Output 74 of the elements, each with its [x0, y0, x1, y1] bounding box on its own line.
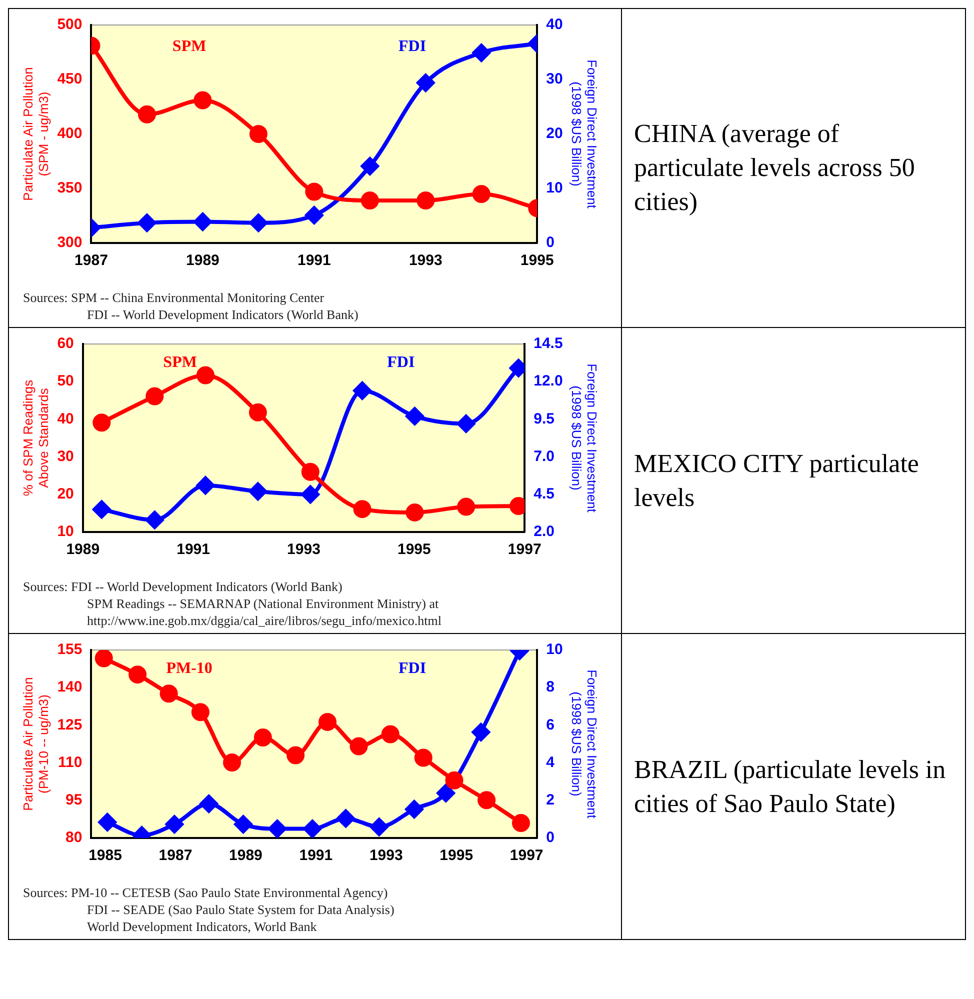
y2-tick-label: 12.0 [534, 372, 563, 390]
text: CHINA (average of particulate levels across 50 cities) [634, 118, 916, 218]
y-tick-label: 450 [57, 70, 82, 88]
y2-tick-label: 10 [546, 641, 563, 658]
y-tick-label: 50 [57, 372, 74, 390]
text: FDI [398, 660, 426, 677]
y-axis-title: % of SPM Readings Above Standards [20, 379, 51, 496]
text: BRAZIL (particulate levels in cities of Sao Paulo State) [634, 754, 947, 820]
x-tick-label: 1993 [287, 541, 320, 558]
source-note: Sources: SPM -- China Environmental Monitoring Center [22, 289, 326, 306]
x-tick-label: 1987 [74, 252, 108, 270]
y2-tick-label: 0 [546, 234, 554, 252]
y2-axis-title: Foreign Direct Investment (1998 $US Billion) [569, 364, 600, 513]
series-label: SPM [163, 354, 197, 371]
text: SPM [172, 38, 206, 55]
y-tick-label: 125 [57, 716, 82, 734]
source-note: Sources: PM-10 -- CETESB (Sao Paulo State Environmental Agency) [22, 884, 389, 901]
x-tick-label: 1991 [299, 847, 333, 864]
y2-tick-label: 2.0 [534, 523, 554, 540]
y-tick-label: 60 [57, 335, 74, 352]
y2-tick-label: 40 [546, 16, 563, 34]
y2-tick-label: 6 [546, 716, 554, 734]
y-tick-label: 155 [57, 641, 82, 658]
y-tick-label: 10 [57, 523, 74, 540]
y2-tick-label: 0 [546, 829, 554, 846]
series-label: PM-10 [166, 660, 212, 677]
y2-tick-label: 10 [546, 180, 563, 197]
y-tick-label: 80 [66, 829, 82, 846]
x-tick-label: 1993 [408, 252, 442, 270]
y2-tick-label: 20 [546, 125, 563, 142]
text: MEXICO CITY particulate levels [634, 448, 920, 514]
y2-tick-label: 2 [546, 792, 554, 809]
x-tick-label: 1989 [229, 847, 262, 864]
y2-tick-label: 4.5 [534, 486, 554, 503]
y2-tick-label: 14.5 [534, 335, 563, 352]
text: FDI -- World Development Indicators (World Bank) [86, 306, 360, 323]
y2-tick-label: 8 [546, 678, 554, 696]
x-tick-label: 1997 [510, 847, 544, 864]
x-tick-label: 1995 [397, 541, 431, 558]
x-tick-label: 1989 [66, 541, 100, 558]
text: http://www.ine.gob.mx/dggia/cal_aire/libros/segu_info/mexico.html [86, 612, 442, 629]
text: FDI -- SEADE (Sao Paulo State System for Data Analysis) [86, 901, 396, 918]
y-tick-label: 140 [57, 678, 82, 696]
y-axis-title: Particulate Air Pollution (SPM - ug/m3) [20, 67, 51, 201]
y-tick-label: 400 [57, 125, 82, 142]
x-tick-label: 1987 [158, 847, 192, 864]
y-tick-label: 95 [66, 792, 82, 809]
x-tick-label: 1991 [297, 252, 331, 270]
y-tick-label: 110 [58, 754, 82, 771]
text: SPM Readings -- SEMARNAP (National Environment Ministry) at [86, 595, 440, 612]
y2-axis-title: Foreign Direct Investment (1998 $US Billion) [569, 670, 600, 819]
y-tick-label: 300 [57, 234, 82, 252]
source-note: Sources: FDI -- World Development Indicators (World Bank) [22, 578, 344, 595]
y2-tick-label: 7.0 [534, 448, 554, 465]
y2-axis-title: Foreign Direct Investment (1998 $US Billion) [569, 60, 600, 209]
y-tick-label: 500 [57, 16, 82, 34]
y2-tick-label: 30 [546, 70, 563, 88]
y-axis-title: Particulate Air Pollution (PM-10 -- ug/m3) [20, 677, 51, 811]
y-tick-label: 40 [57, 410, 74, 428]
y-tick-label: 350 [57, 180, 82, 197]
series-label: FDI [398, 38, 426, 55]
x-tick-label: 1991 [176, 541, 210, 558]
y2-tick-label: 9.5 [534, 410, 554, 428]
x-tick-label: 1989 [186, 252, 220, 270]
x-tick-label: 1995 [520, 252, 554, 270]
y2-tick-label: 4 [546, 754, 556, 771]
series-label: FDI [387, 354, 415, 371]
text: World Development Indicators, World Bank [86, 918, 318, 935]
y-tick-label: 20 [57, 486, 74, 503]
x-tick-label: 1985 [88, 847, 122, 864]
x-tick-label: 1993 [369, 847, 403, 864]
x-tick-label: 1995 [440, 847, 474, 864]
x-tick-label: 1997 [508, 541, 542, 558]
y-tick-label: 30 [57, 448, 74, 465]
